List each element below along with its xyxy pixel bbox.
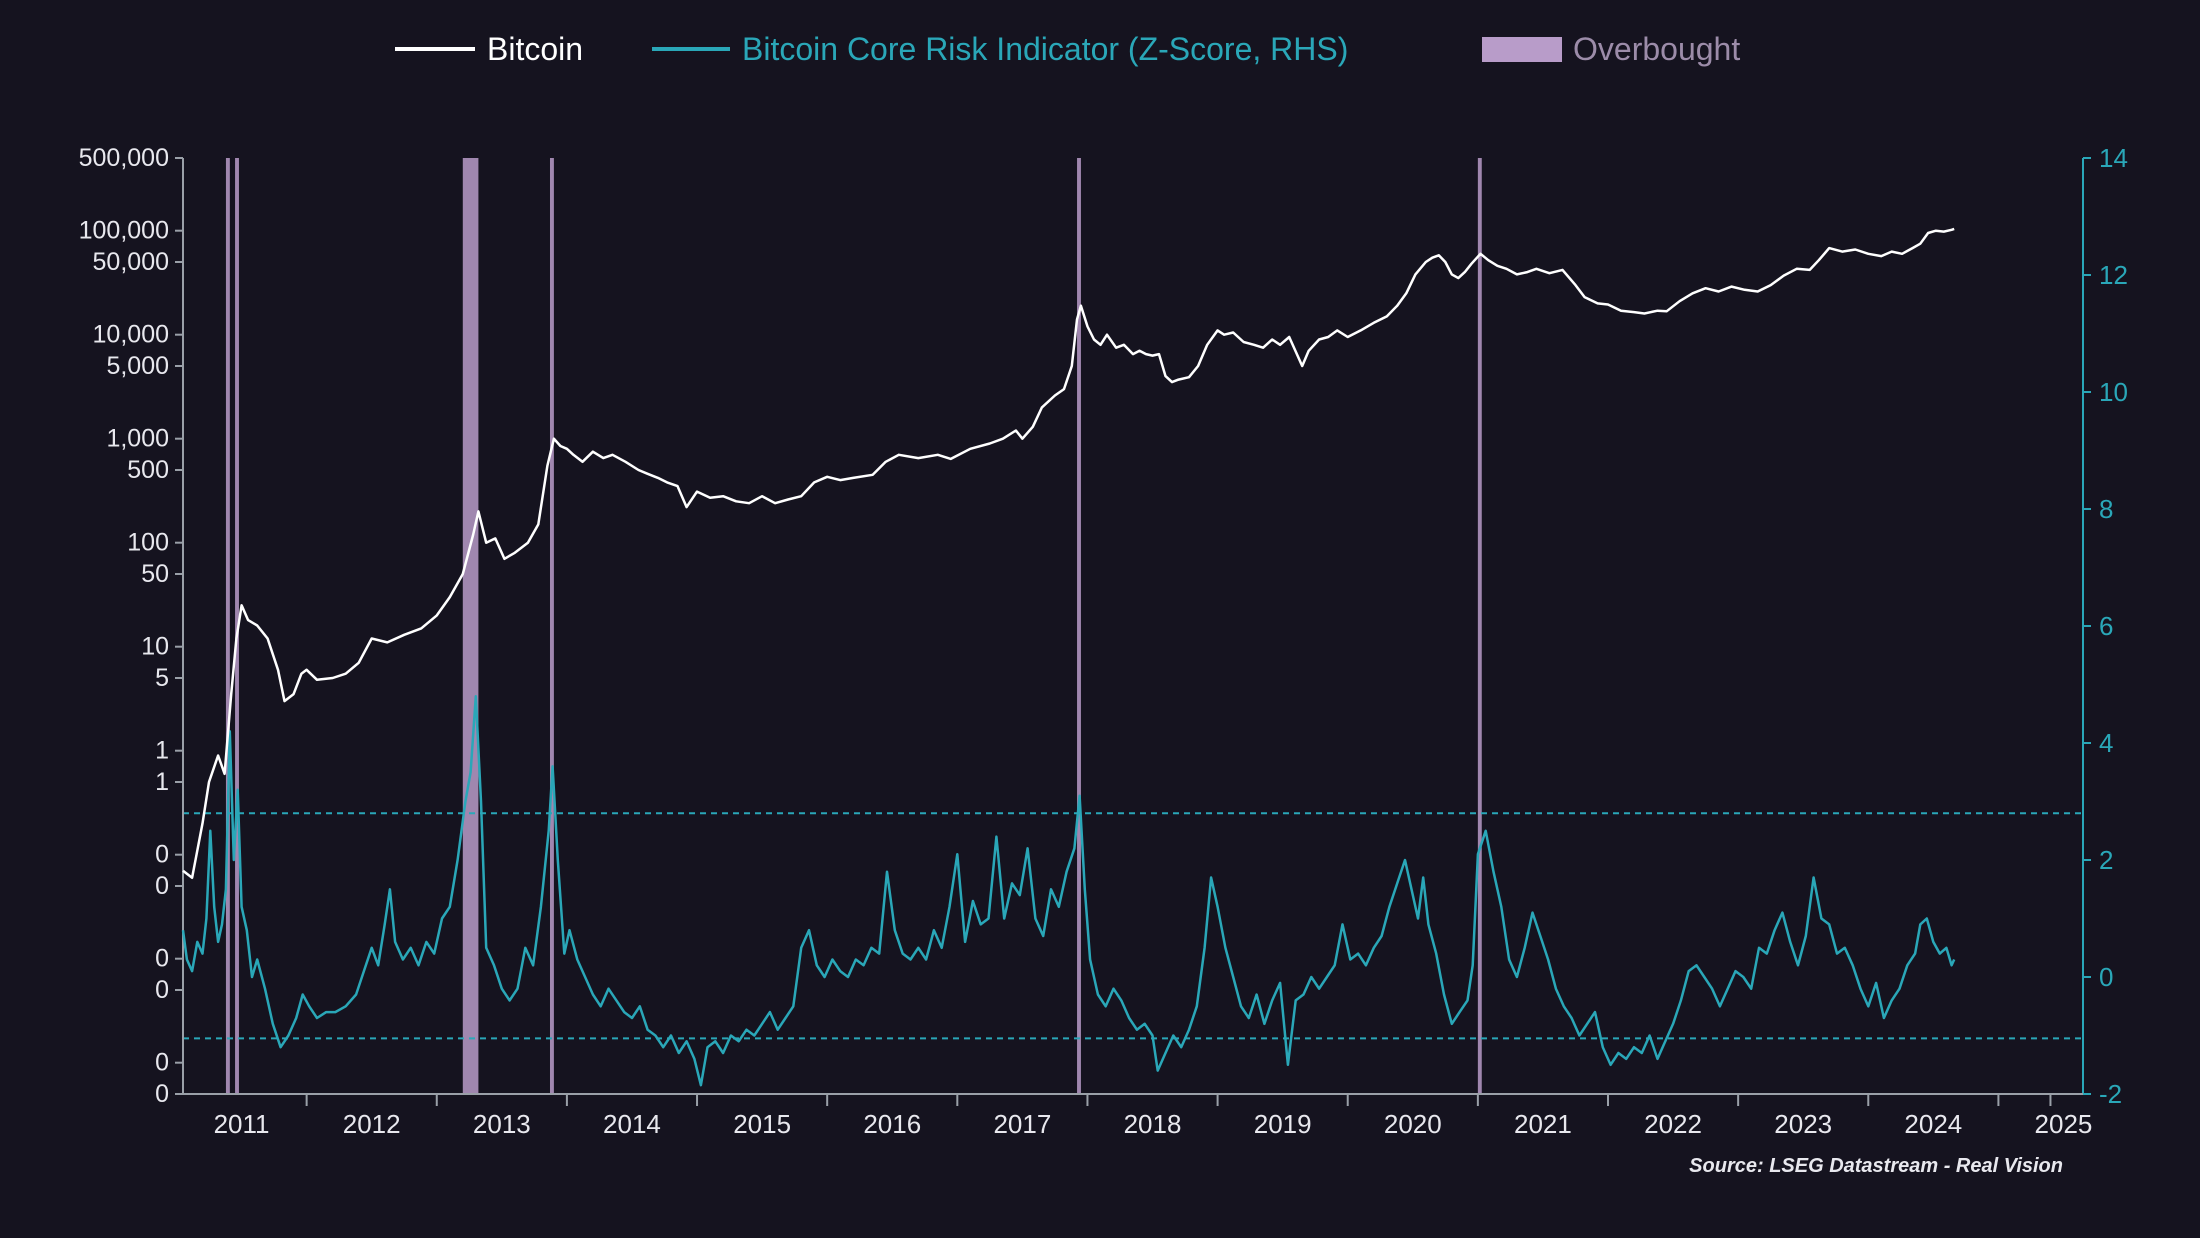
- overbought-band: [462, 158, 479, 1094]
- x-axis-tick-label: 2018: [1124, 1109, 1182, 1139]
- legend-overbought-label: Overbought: [1573, 31, 1740, 67]
- left-axis-tick-label: 5,000: [106, 352, 169, 380]
- left-axis-tick-label: 50: [141, 560, 169, 588]
- x-axis-tick-label: 2023: [1774, 1109, 1832, 1139]
- legend-overbought-swatch: [1482, 37, 1562, 62]
- right-axis-tick-label: 4: [2099, 728, 2113, 758]
- left-axis-tick-label: 5: [155, 664, 169, 692]
- series: [181, 227, 1956, 1087]
- left-axis-tick-label: 0: [155, 1049, 169, 1077]
- overbought-band: [1477, 158, 1482, 1094]
- left-axis-tick-label: 0: [155, 945, 169, 973]
- x-axis-tick-label: 2015: [733, 1109, 791, 1139]
- overbought-band: [225, 158, 230, 1094]
- left-axis-tick-label: 50,000: [93, 248, 169, 276]
- overbought-band: [549, 158, 554, 1094]
- right-axis-tick-label: 8: [2099, 494, 2113, 524]
- left-axis-tick-label: 0: [155, 1080, 169, 1108]
- x-axis-tick-label: 2013: [473, 1109, 531, 1139]
- left-axis-tick-label: 10: [141, 633, 169, 661]
- x-axis-tick-label: 2014: [603, 1109, 661, 1139]
- x-axis-tick-label: 2012: [343, 1109, 401, 1139]
- left-axis-tick-label: 0: [155, 976, 169, 1004]
- threshold-lines: [183, 812, 2083, 1040]
- left-axis-tick-label: 0: [155, 872, 169, 900]
- source-note: Source: LSEG Datastream - Real Vision: [1689, 1155, 2063, 1177]
- x-axis-tick-label: 2011: [214, 1109, 270, 1139]
- legend-bitcoin-label: Bitcoin: [487, 31, 583, 67]
- overbought-periods: [225, 158, 1482, 1094]
- right-axis-tick-label: 10: [2099, 377, 2128, 407]
- x-axis-tick-label: 2019: [1254, 1109, 1312, 1139]
- axes: 500,000100,00050,00010,0005,0001,0005001…: [79, 143, 2128, 1139]
- right-axis-tick-label: 2: [2099, 845, 2113, 875]
- x-axis-tick-label: 2016: [863, 1109, 921, 1139]
- x-axis-tick-label: 2022: [1644, 1109, 1702, 1139]
- x-axis-tick-label: 2021: [1514, 1109, 1572, 1139]
- legend: Bitcoin Bitcoin Core Risk Indicator (Z-S…: [395, 31, 1740, 67]
- left-axis-tick-label: 100,000: [79, 217, 169, 245]
- legend-risk-indicator-label: Bitcoin Core Risk Indicator (Z-Score, RH…: [742, 31, 1348, 67]
- right-axis-tick-label: 14: [2099, 143, 2128, 173]
- left-axis-tick-label: 500: [127, 456, 169, 484]
- right-axis-tick-label: 12: [2099, 260, 2128, 290]
- overbought-band: [235, 158, 239, 1094]
- x-axis-tick-label: 2017: [993, 1109, 1051, 1139]
- right-axis-tick-label: 6: [2099, 611, 2113, 641]
- left-axis-tick-label: 0: [155, 841, 169, 869]
- left-axis-tick-label: 100: [127, 529, 169, 557]
- overbought-band: [1077, 158, 1081, 1094]
- right-axis-tick-label: 0: [2099, 962, 2113, 992]
- left-axis-tick-label: 1: [155, 768, 169, 796]
- x-axis-tick-label: 2020: [1384, 1109, 1442, 1139]
- x-axis-tick-label: 2024: [1904, 1109, 1962, 1139]
- left-axis-tick-label: 1: [155, 737, 169, 765]
- left-axis-tick-label: 10,000: [93, 321, 169, 349]
- x-axis-tick-label: 2025: [2035, 1109, 2093, 1139]
- bitcoin-price-line: [182, 227, 1955, 880]
- left-axis-tick-label: 1,000: [106, 425, 169, 453]
- right-axis-tick-label: -2: [2099, 1079, 2122, 1109]
- risk-indicator-line: [181, 694, 1956, 1087]
- left-axis-tick-label: 500,000: [79, 144, 169, 172]
